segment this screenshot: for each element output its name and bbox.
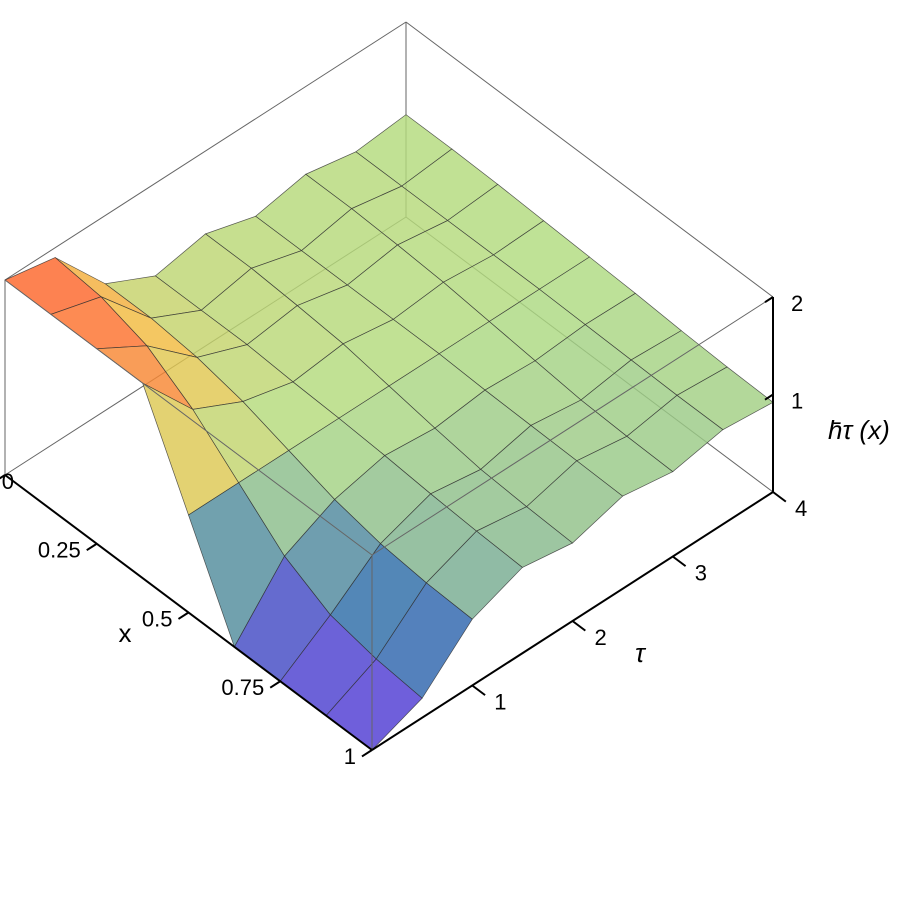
y-tick [772, 491, 787, 503]
x-tick [86, 542, 98, 552]
y-tick-label: 4 [795, 496, 807, 521]
box-edge [4, 21, 407, 281]
x-tick-label: 0 [2, 469, 14, 494]
y-tick [672, 555, 687, 567]
y-tick-label: 3 [695, 560, 707, 585]
x-tick-label: 0.75 [221, 675, 264, 700]
x-tick [269, 680, 281, 689]
surface [4, 114, 774, 751]
y-tick-label: 2 [595, 625, 607, 650]
x-tick [361, 749, 373, 758]
z-tick-label: 2 [791, 291, 803, 316]
box-edge [4, 279, 373, 556]
x-tick [0, 474, 6, 480]
y-axis-label: τ [635, 638, 647, 668]
x-tick-label: 1 [344, 744, 356, 769]
box-edge [371, 296, 774, 556]
z-tick [764, 393, 774, 401]
x-tick [177, 611, 190, 620]
y-tick [571, 620, 586, 632]
box-edge [405, 21, 774, 298]
y-tick-label: 1 [494, 689, 506, 714]
z-axis-label: h̄τ (x) [828, 415, 890, 445]
z-tick-label: 1 [791, 388, 803, 413]
x-tick-label: 0.25 [38, 538, 81, 563]
x-axis-label: x [119, 618, 132, 648]
y-tick [471, 684, 486, 696]
z-tick [764, 296, 774, 304]
x-tick-label: 0.5 [142, 606, 173, 631]
